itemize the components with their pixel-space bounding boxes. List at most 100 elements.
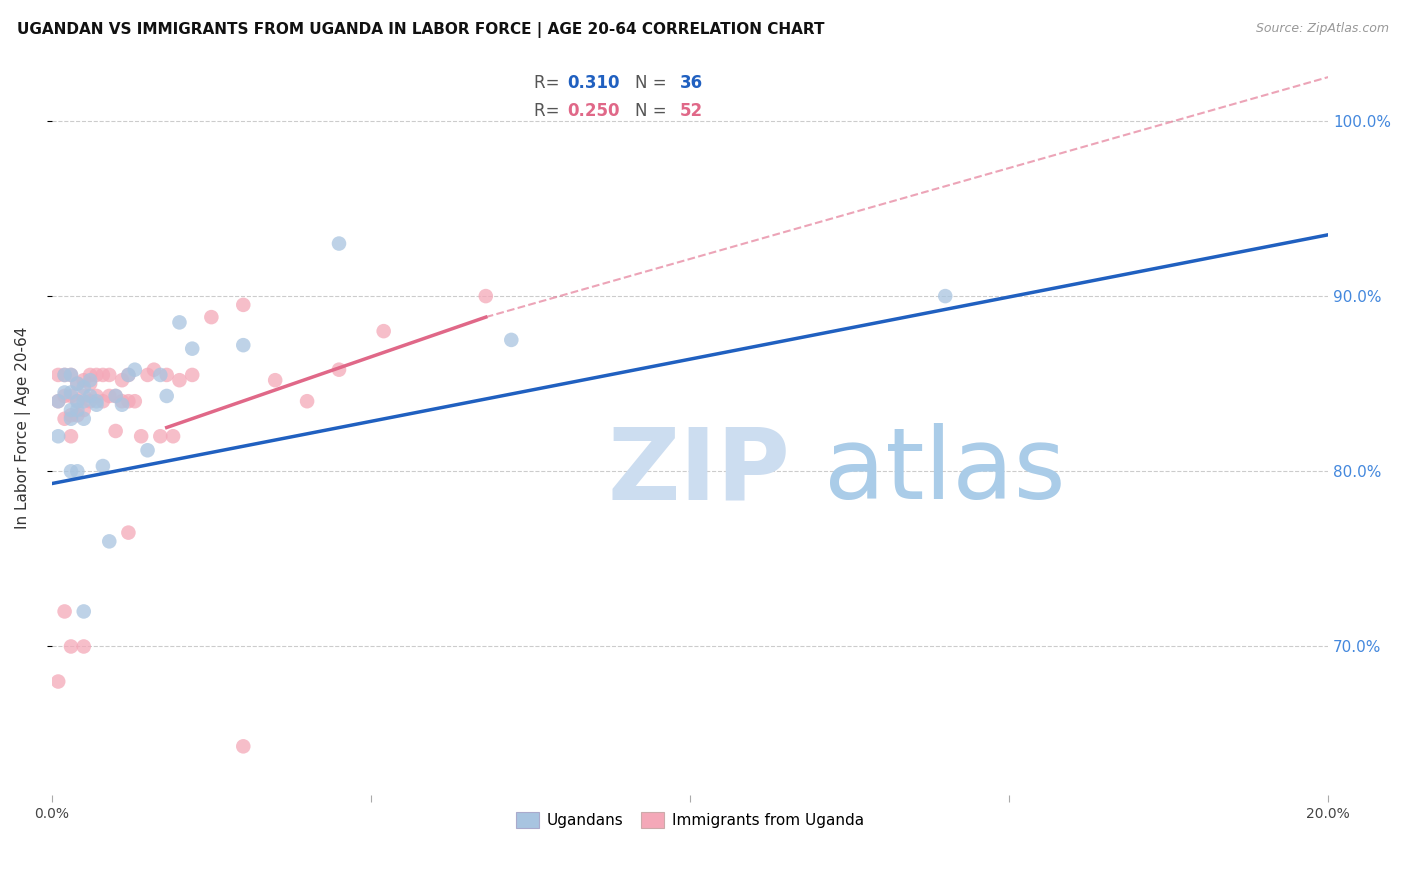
Point xyxy=(46,368,69,382)
Point xyxy=(475,289,498,303)
Point xyxy=(53,389,76,403)
Point xyxy=(66,394,89,409)
Text: 36: 36 xyxy=(679,74,703,92)
Point xyxy=(53,604,76,618)
Point xyxy=(136,443,159,458)
Legend: Ugandans, Immigrants from Uganda: Ugandans, Immigrants from Uganda xyxy=(508,805,872,836)
Point xyxy=(79,389,101,403)
Point xyxy=(117,394,139,409)
Point xyxy=(66,394,89,409)
Point xyxy=(73,640,96,654)
Point xyxy=(200,310,222,325)
Point xyxy=(59,385,82,400)
Point xyxy=(66,403,89,417)
Point xyxy=(66,376,89,391)
Point xyxy=(59,464,82,478)
Point xyxy=(181,342,204,356)
Point xyxy=(53,368,76,382)
Point xyxy=(73,389,96,403)
Y-axis label: In Labor Force | Age 20-64: In Labor Force | Age 20-64 xyxy=(15,326,31,529)
Point xyxy=(73,604,96,618)
Point xyxy=(232,298,254,312)
Point xyxy=(53,385,76,400)
Point xyxy=(86,398,108,412)
Point xyxy=(934,289,956,303)
Text: 0.250: 0.250 xyxy=(568,102,620,120)
Point xyxy=(295,394,318,409)
Point xyxy=(328,236,350,251)
Text: N =: N = xyxy=(636,74,666,92)
Point xyxy=(117,525,139,540)
Point xyxy=(59,389,82,403)
Point xyxy=(111,394,134,409)
Text: R=: R= xyxy=(534,102,565,120)
Point xyxy=(142,362,165,376)
Text: 52: 52 xyxy=(679,102,703,120)
Point xyxy=(59,368,82,382)
Point xyxy=(73,373,96,387)
Point xyxy=(46,394,69,409)
Text: ZIP: ZIP xyxy=(607,423,790,520)
Point xyxy=(79,394,101,409)
Text: N =: N = xyxy=(636,102,666,120)
Point xyxy=(79,373,101,387)
Point xyxy=(124,394,146,409)
Point xyxy=(79,368,101,382)
Point xyxy=(59,409,82,423)
Point xyxy=(117,368,139,382)
Point xyxy=(129,429,152,443)
Point xyxy=(59,403,82,417)
Point xyxy=(162,429,184,443)
Point xyxy=(66,409,89,423)
Point xyxy=(111,373,134,387)
Point xyxy=(53,368,76,382)
Point xyxy=(46,429,69,443)
Point xyxy=(156,389,179,403)
Point xyxy=(86,394,108,409)
Point xyxy=(79,376,101,391)
Point xyxy=(169,315,191,329)
Point xyxy=(373,324,395,338)
Point xyxy=(98,534,121,549)
Point xyxy=(104,389,127,403)
Text: Source: ZipAtlas.com: Source: ZipAtlas.com xyxy=(1256,22,1389,36)
Point xyxy=(149,429,172,443)
Point xyxy=(98,389,121,403)
Point xyxy=(46,674,69,689)
Point xyxy=(104,389,127,403)
Point xyxy=(59,640,82,654)
Point xyxy=(117,368,139,382)
Point xyxy=(91,458,114,473)
Point xyxy=(91,394,114,409)
Point xyxy=(98,368,121,382)
Text: atlas: atlas xyxy=(824,423,1066,520)
Text: 0.310: 0.310 xyxy=(568,74,620,92)
Point xyxy=(501,333,523,347)
Point xyxy=(136,368,159,382)
Point xyxy=(111,398,134,412)
Text: R=: R= xyxy=(534,74,565,92)
Point xyxy=(232,338,254,352)
Point xyxy=(73,403,96,417)
Point xyxy=(104,424,127,438)
Point xyxy=(59,411,82,425)
Point xyxy=(53,411,76,425)
Point xyxy=(59,429,82,443)
Point xyxy=(149,368,172,382)
Point xyxy=(86,368,108,382)
Point xyxy=(73,394,96,409)
Point xyxy=(86,389,108,403)
Point xyxy=(91,368,114,382)
Point xyxy=(181,368,204,382)
Point xyxy=(232,739,254,754)
Point xyxy=(264,373,287,387)
Point xyxy=(124,362,146,376)
Point xyxy=(46,394,69,409)
Point xyxy=(156,368,179,382)
Text: UGANDAN VS IMMIGRANTS FROM UGANDA IN LABOR FORCE | AGE 20-64 CORRELATION CHART: UGANDAN VS IMMIGRANTS FROM UGANDA IN LAB… xyxy=(17,22,824,38)
Point xyxy=(73,380,96,394)
Point xyxy=(169,373,191,387)
Point xyxy=(66,376,89,391)
Point xyxy=(66,464,89,478)
Point xyxy=(73,411,96,425)
